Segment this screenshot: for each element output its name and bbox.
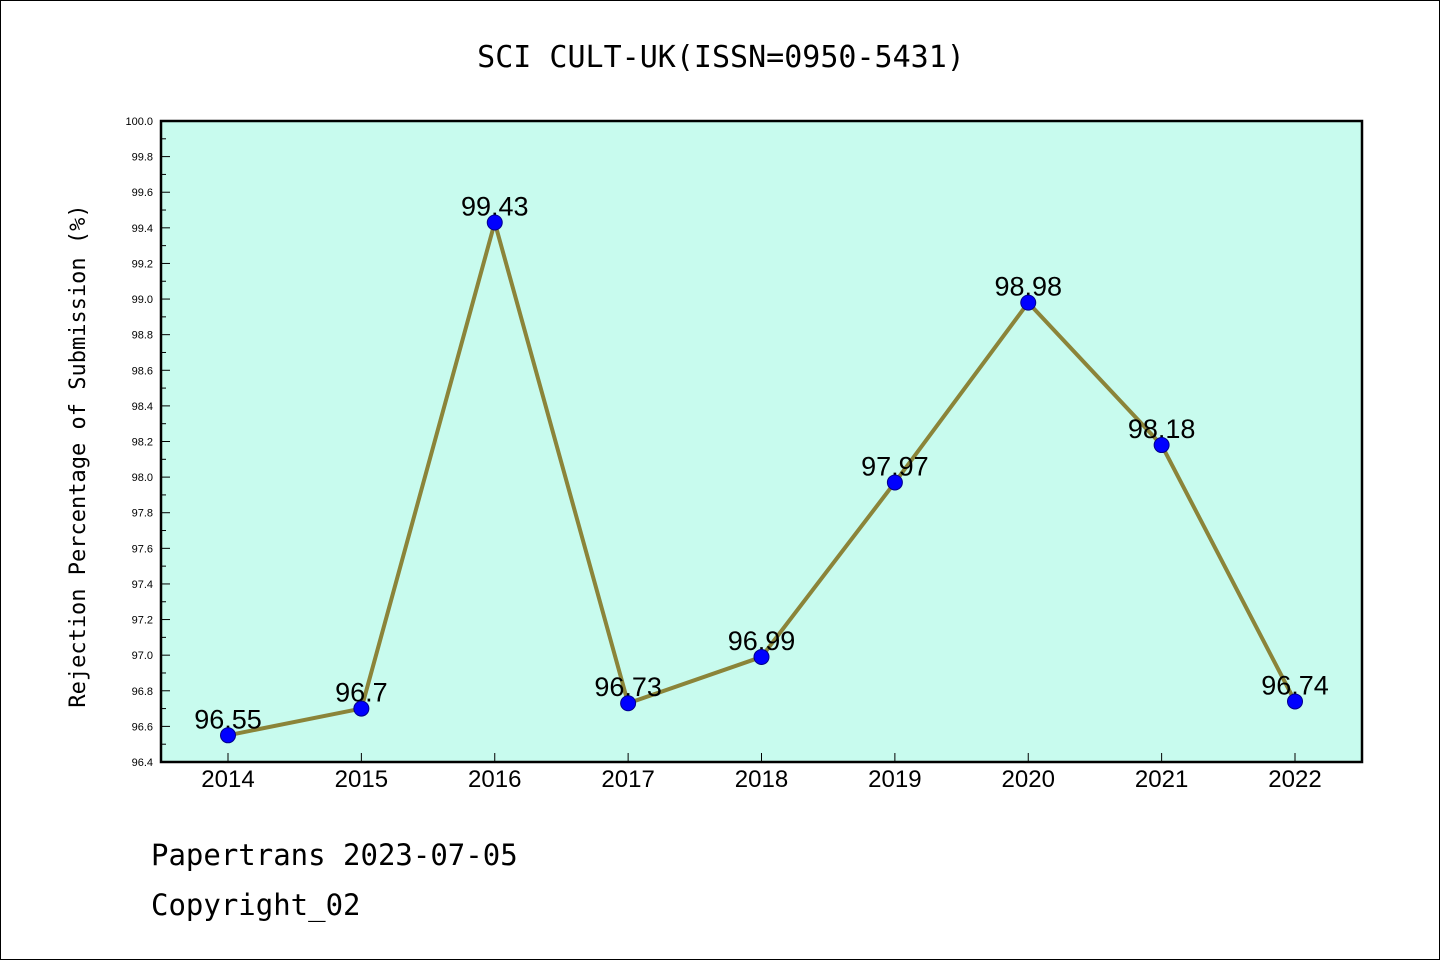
data-point	[353, 700, 370, 717]
y-tick-label: 99.0	[132, 294, 153, 306]
y-tick-label: 97.2	[132, 615, 153, 627]
data-point	[1153, 437, 1170, 454]
y-tick-label: 97.0	[132, 650, 153, 662]
y-tick-label: 99.8	[132, 152, 153, 164]
x-tick-label: 2017	[601, 766, 654, 793]
series-line-group: 96.5596.799.4396.7396.9997.9798.9898.189…	[194, 191, 1329, 744]
data-point	[486, 214, 503, 231]
y-tick-label: 99.4	[132, 223, 153, 235]
y-tick-label: 97.4	[132, 579, 153, 591]
data-point	[886, 474, 903, 491]
y-tick-label: 97.8	[132, 508, 153, 520]
y-axis: 96.4 96.6 96.8 97.0 97.2 97.4 97.6 97.8 98.0 98.2…	[125, 116, 170, 769]
y-tick-label: 98.0	[132, 472, 153, 484]
x-tick-label: 2018	[735, 766, 788, 793]
y-tick-label: 99.6	[132, 187, 153, 199]
y-tick-label: 98.4	[132, 401, 153, 413]
footer-copyright: Copyright_02	[151, 888, 361, 923]
y-tick-label: 98.8	[132, 330, 153, 342]
x-axis: 2014 2015 2016 2017 2018 2019 2020 2021 2022	[201, 753, 1322, 793]
y-axis-label: Rejection Percentage of Submission (%)	[66, 204, 91, 707]
x-tick-label: 2019	[868, 766, 921, 793]
x-tick-label: 2020	[1002, 766, 1055, 793]
y-tick-label: 96.4	[132, 757, 153, 769]
data-point	[1287, 693, 1303, 710]
x-tick-label: 2016	[468, 766, 521, 793]
x-tick-label: 2015	[335, 766, 388, 793]
data-point	[620, 695, 637, 712]
y-tick-label: 98.2	[132, 437, 153, 449]
x-tick-label: 2014	[201, 766, 254, 793]
y-tick-label: 100.0	[125, 116, 153, 128]
data-point	[1020, 294, 1037, 311]
x-tick-label: 2021	[1135, 766, 1188, 793]
y-tick-label: 97.6	[132, 543, 153, 555]
y-tick-label: 96.8	[132, 686, 153, 698]
x-tick-label: 2022	[1268, 766, 1321, 793]
footer-date: Papertrans 2023-07-05	[151, 838, 518, 872]
y-tick-label: 98.6	[132, 365, 153, 377]
y-tick-label: 99.2	[132, 258, 153, 270]
data-point	[220, 727, 236, 744]
data-point	[753, 648, 770, 665]
chart-title: SCI CULT-UK(ISSN=0950-5431)	[477, 40, 965, 75]
y-tick-label: 96.6	[132, 721, 153, 733]
